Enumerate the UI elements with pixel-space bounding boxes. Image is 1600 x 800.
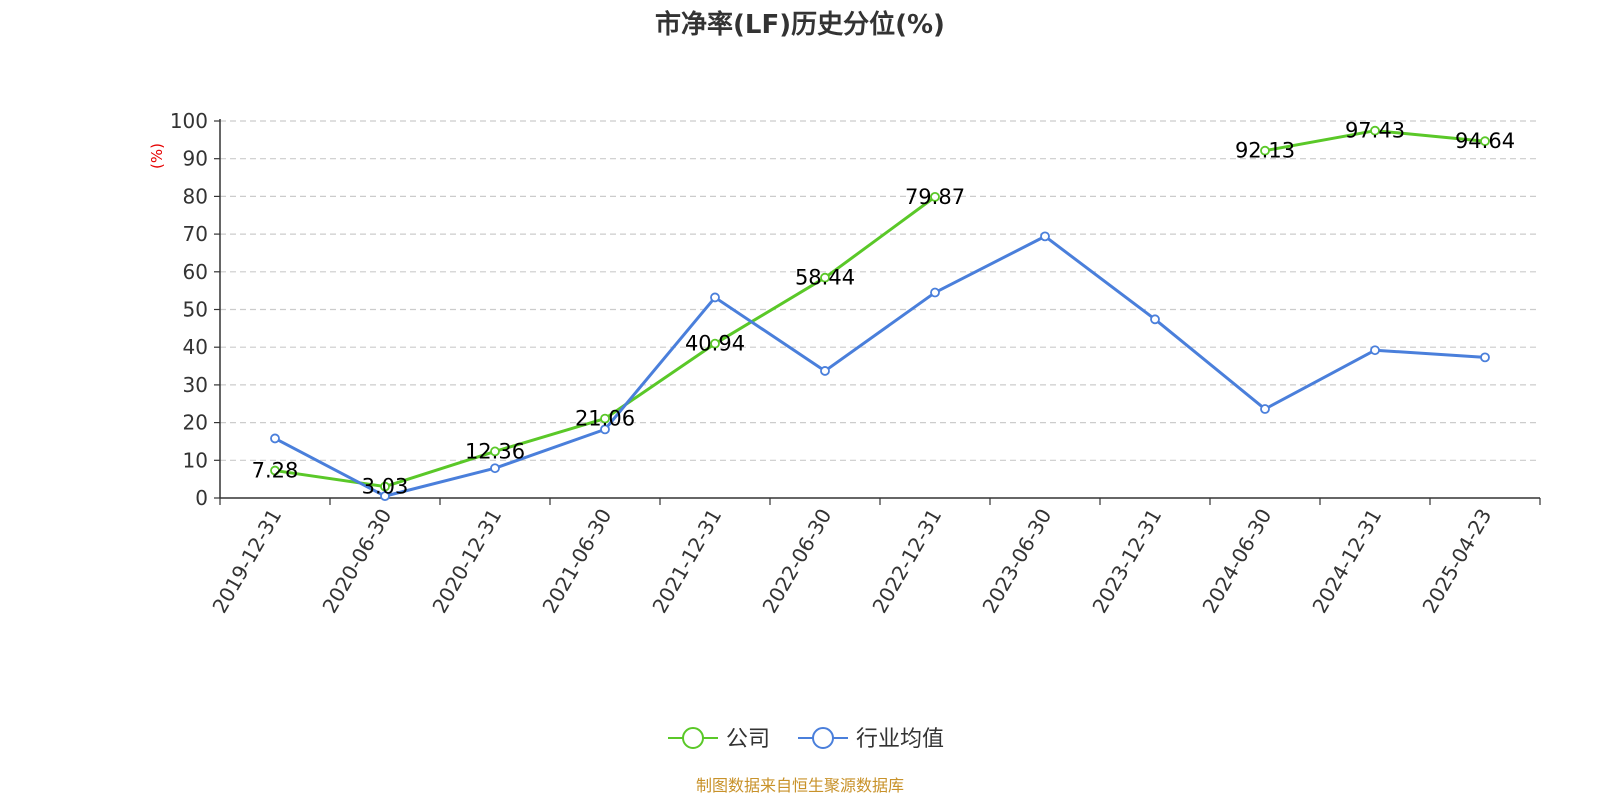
x-tick-label: 2022-12-31 — [867, 505, 946, 618]
data-point[interactable] — [1370, 125, 1380, 136]
y-axis-ticks: 0 10 20 30 40 50 60 70 80 90 100 — [170, 109, 208, 510]
legend-label: 公司 — [726, 727, 770, 752]
series-line-0 — [274, 195, 936, 489]
data-point[interactable] — [1480, 352, 1490, 363]
x-tick-label: 2022-06-30 — [757, 505, 836, 618]
x-tick-label: 2021-06-30 — [537, 505, 616, 618]
data-point[interactable] — [270, 465, 280, 476]
legend-label: 行业均值 — [856, 727, 944, 752]
legend-item[interactable]: 行业均值 — [798, 727, 944, 752]
data-point[interactable] — [1040, 231, 1050, 242]
data-label: 12.36 — [465, 439, 525, 463]
legend-marker — [682, 727, 704, 749]
data-point[interactable] — [1370, 345, 1380, 356]
data-point[interactable] — [1260, 145, 1270, 156]
y-tick-label: 10 — [183, 448, 208, 472]
data-labels: 7.28 3.03 12.36 21.06 40.94 58.44 79.87 92.13 97… — [252, 119, 1515, 499]
data-point[interactable] — [710, 338, 720, 349]
chart-title: 市净率(LF)历史分位(%) — [655, 9, 945, 40]
data-label: 92.13 — [1235, 139, 1295, 163]
axes — [214, 119, 1541, 505]
data-label: 94.64 — [1455, 129, 1515, 153]
data-label: 40.94 — [685, 332, 745, 356]
data-point[interactable] — [600, 424, 610, 435]
x-tick-label: 2023-06-30 — [977, 505, 1056, 618]
data-label: 58.44 — [795, 266, 855, 290]
data-point[interactable] — [490, 463, 500, 474]
y-tick-label: 80 — [183, 184, 208, 208]
data-label: 3.03 — [362, 475, 409, 499]
x-tick-label: 2020-06-30 — [317, 505, 396, 618]
x-tick-label: 2023-12-31 — [1087, 505, 1166, 618]
data-point[interactable] — [270, 433, 280, 444]
x-axis-ticks: 2019-12-31 2020-06-30 2020-12-31 2021-06-30… — [207, 505, 1496, 618]
y-tick-label: 40 — [183, 335, 208, 359]
x-tick-label: 2020-12-31 — [427, 505, 506, 618]
y-tick-label: 90 — [183, 147, 208, 171]
data-point[interactable] — [490, 446, 500, 457]
data-point[interactable] — [380, 491, 390, 502]
data-point[interactable] — [1480, 136, 1490, 147]
series-line-1 — [274, 234, 1486, 498]
y-tick-label: 30 — [183, 373, 208, 397]
source-note: 制图数据来自恒生聚源数据库 — [696, 776, 904, 795]
grid-lines — [220, 120, 1540, 461]
data-point[interactable] — [930, 191, 940, 202]
y-tick-label: 20 — [183, 411, 208, 435]
data-label: 7.28 — [252, 459, 299, 483]
legend-marker — [812, 727, 834, 749]
data-label: 79.87 — [905, 185, 965, 209]
y-tick-label: 0 — [195, 486, 208, 510]
y-tick-label: 70 — [183, 222, 208, 246]
x-tick-label: 2024-12-31 — [1307, 505, 1386, 618]
data-label: 21.06 — [575, 407, 635, 431]
data-point[interactable] — [1260, 404, 1270, 414]
y-tick-label: 50 — [183, 298, 208, 322]
data-point[interactable] — [930, 287, 940, 298]
x-tick-label: 2019-12-31 — [207, 505, 286, 618]
data-point[interactable] — [820, 272, 830, 283]
data-label: 97.43 — [1345, 119, 1405, 143]
y-tick-label: 100 — [170, 109, 208, 133]
legend-item[interactable]: 公司 — [668, 727, 770, 752]
legend[interactable]: 公司 行业均值 — [668, 727, 944, 752]
x-tick-label: 2021-12-31 — [647, 505, 726, 618]
y-tick-label: 60 — [183, 260, 208, 284]
x-tick-label: 2024-06-30 — [1197, 505, 1276, 618]
data-point[interactable] — [710, 292, 720, 303]
data-point[interactable] — [1150, 314, 1160, 325]
data-point[interactable] — [600, 413, 610, 424]
series-group — [270, 125, 1490, 502]
data-point[interactable] — [380, 481, 390, 492]
y-axis-unit: (%) — [148, 143, 166, 169]
x-tick-label: 2025-04-23 — [1417, 505, 1496, 618]
data-point[interactable] — [820, 366, 830, 376]
